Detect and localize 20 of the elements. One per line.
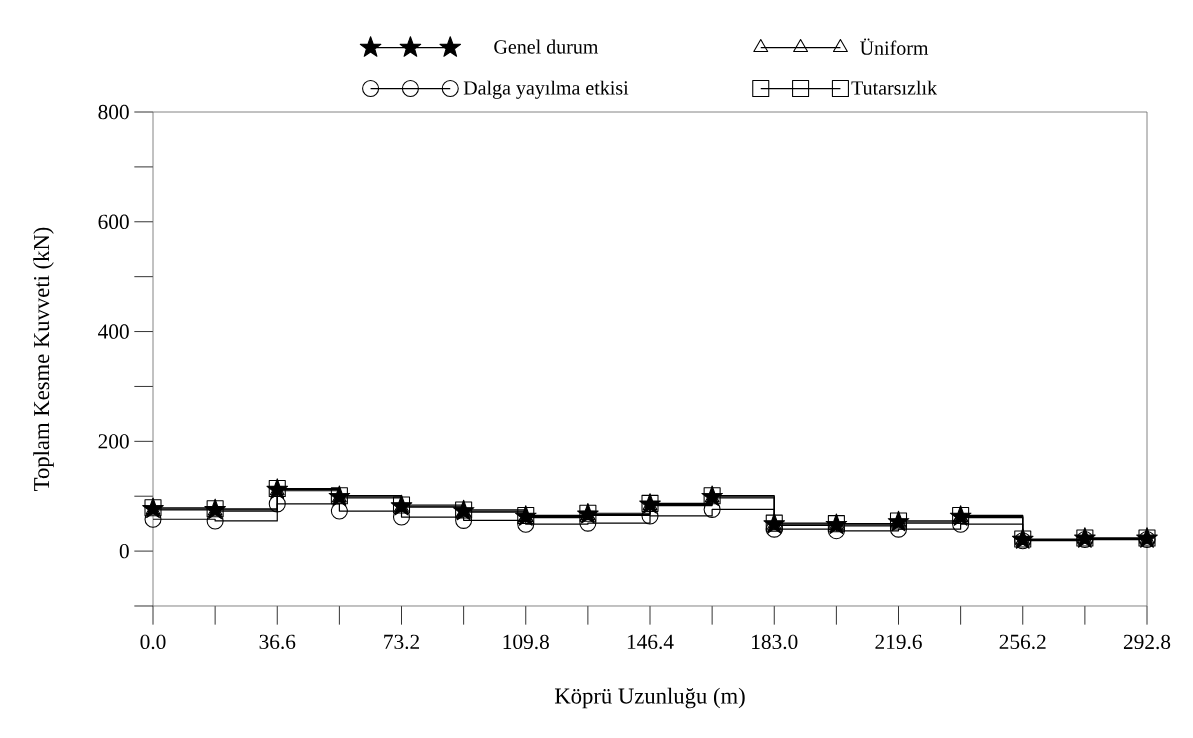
legend-label: Tutarsızlık: [851, 80, 938, 95]
y-tick-label: 400: [98, 324, 129, 339]
legend-label: Üniform: [860, 38, 929, 55]
x-tick-label: 256.2: [999, 634, 1046, 650]
legend-label: Dalga yayılma etkisi: [463, 80, 629, 99]
x-tick-label: 292.8: [1123, 634, 1171, 650]
y-axis-title: Toplam Kesme Kuvveti (kN): [33, 227, 54, 491]
y-tick-label: 200: [98, 434, 129, 449]
y-tick-label: 600: [98, 214, 129, 229]
x-tick-label: 183.0: [752, 634, 798, 650]
legend-label: Genel durum: [494, 39, 599, 54]
x-tick-label: 219.6: [875, 634, 922, 650]
x-tick-label: 146.4: [627, 634, 674, 650]
x-tick-label: 109.8: [503, 634, 549, 650]
y-tick-label: 800: [98, 104, 129, 120]
x-tick-label: 0.0: [140, 634, 166, 650]
x-tick-label: 73.2: [384, 634, 419, 650]
y-tick-label: 0: [119, 543, 129, 559]
x-axis-title: Köprü Uzunluğu (m): [554, 687, 745, 709]
x-tick-label: 36.6: [259, 634, 296, 650]
